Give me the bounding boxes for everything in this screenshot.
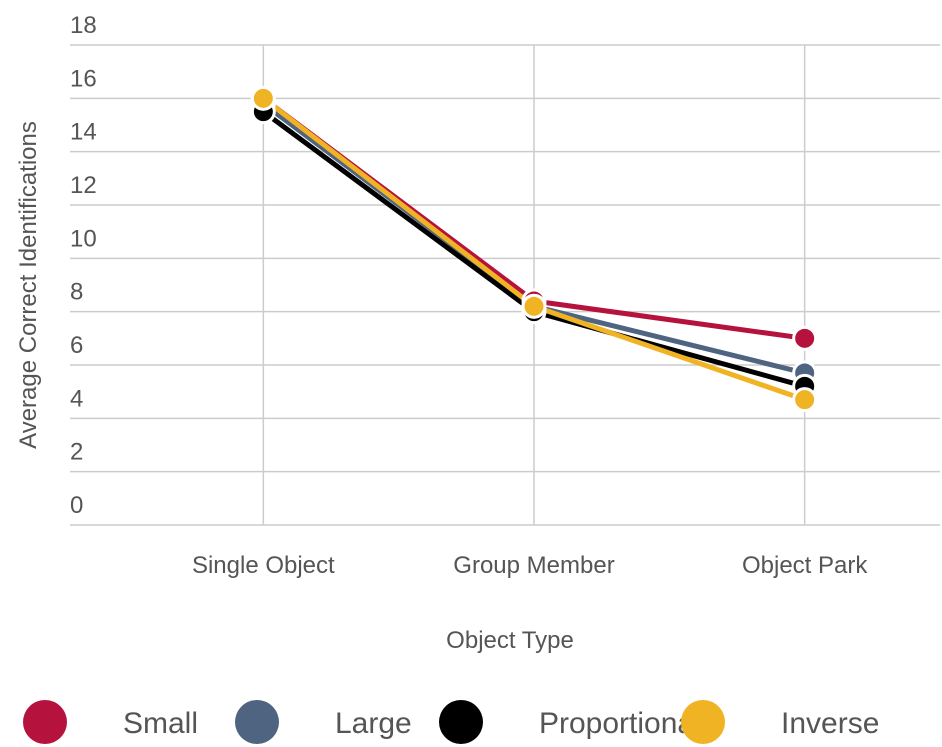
y-tick-label: 18 bbox=[70, 12, 97, 39]
y-tick-label: 4 bbox=[70, 385, 83, 412]
legend-label: Large bbox=[335, 707, 412, 740]
y-tick-label: 2 bbox=[70, 439, 83, 466]
legend-label: Small bbox=[123, 707, 198, 740]
y-axis-title: Average Correct Identifications bbox=[15, 121, 42, 449]
legend-swatch bbox=[235, 700, 279, 744]
data-point bbox=[792, 325, 818, 351]
legend-swatch bbox=[681, 700, 725, 744]
x-axis-title: Object Type bbox=[446, 627, 574, 654]
x-tick-label: Single Object bbox=[192, 552, 335, 579]
y-tick-label: 8 bbox=[70, 279, 83, 306]
y-tick-label: 6 bbox=[70, 332, 83, 359]
legend-label: Proportional bbox=[539, 707, 701, 740]
y-tick-label: 14 bbox=[70, 119, 97, 146]
y-tick-label: 0 bbox=[70, 492, 83, 519]
legend-swatch bbox=[439, 700, 483, 744]
y-tick-label: 16 bbox=[70, 65, 97, 92]
data-point bbox=[250, 85, 276, 111]
y-tick-label: 10 bbox=[70, 225, 97, 252]
x-tick-label: Group Member bbox=[453, 552, 614, 579]
x-tick-label: Object Park bbox=[742, 552, 868, 579]
legend-label: Inverse bbox=[781, 707, 879, 740]
data-point bbox=[521, 293, 547, 319]
data-point bbox=[792, 387, 818, 413]
y-tick-label: 12 bbox=[70, 172, 97, 199]
legend-swatch bbox=[23, 700, 67, 744]
